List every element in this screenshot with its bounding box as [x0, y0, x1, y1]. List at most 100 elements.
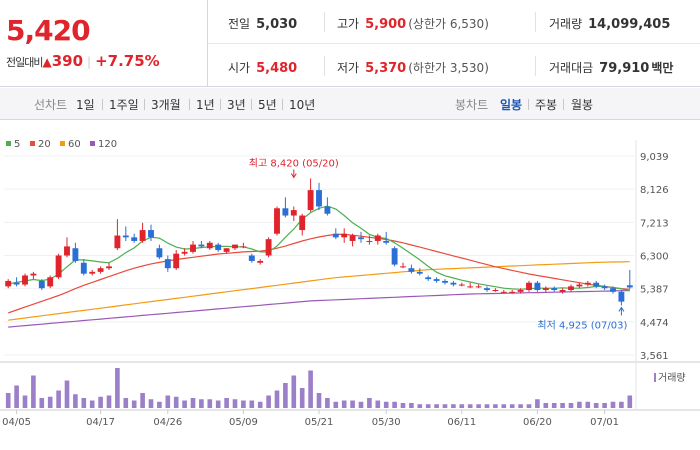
candle-body — [568, 286, 574, 291]
candle-body — [584, 282, 591, 285]
tab-3year[interactable]: 3년 — [227, 98, 246, 112]
candle — [13, 277, 20, 287]
candle — [484, 286, 490, 292]
tab-daily[interactable]: 일봉 — [500, 98, 523, 112]
stat-separator — [535, 12, 536, 32]
tab-3month[interactable]: 3개월 — [151, 98, 181, 112]
candle-body — [106, 266, 112, 269]
candle — [383, 231, 390, 245]
candle-body — [299, 215, 306, 231]
tab-10year[interactable]: 10년 — [289, 98, 316, 112]
change-divider: | — [87, 55, 92, 69]
tab-1week[interactable]: 1주일 — [109, 98, 139, 112]
candle — [601, 284, 608, 291]
stat-value: 5,480 — [256, 61, 298, 76]
volume-bar — [434, 404, 439, 408]
ma5-line — [8, 205, 630, 292]
stat-separator — [535, 56, 536, 76]
volume-bar — [190, 398, 196, 408]
volume-bar — [157, 401, 162, 408]
volume-bar — [31, 375, 36, 408]
volume-bar — [358, 401, 364, 408]
candle-body — [164, 259, 171, 269]
candle-body — [442, 280, 448, 283]
amount-unit: 백만 — [651, 61, 674, 75]
volume-bar — [350, 400, 355, 408]
volume-bar — [274, 390, 280, 408]
y-axis: 9,039 8,126 7,213 6,300 5,387 4,474 3,561 — [640, 152, 669, 362]
volume-bar — [299, 388, 305, 408]
candle-body — [517, 290, 524, 292]
chart-legend: 5 20 60 120 — [6, 139, 117, 150]
candle — [324, 197, 331, 216]
candle — [584, 280, 591, 287]
candle — [106, 262, 112, 271]
candle — [265, 237, 272, 258]
candle-body — [148, 230, 154, 238]
x-tick-label: 06/11 — [447, 417, 476, 428]
candle — [450, 280, 457, 287]
candle — [626, 270, 633, 290]
stat-separator — [324, 56, 325, 76]
candle-body — [349, 235, 356, 241]
volume-bar — [501, 404, 507, 408]
volume-legend-swatch — [654, 373, 656, 382]
candle-body — [55, 255, 62, 278]
tab-separator — [528, 99, 529, 110]
candle — [391, 246, 398, 267]
x-tick-label: 04/05 — [2, 417, 31, 428]
tab-monthly[interactable]: 월봉 — [571, 98, 594, 112]
candle — [534, 280, 541, 292]
candle-body — [290, 210, 297, 216]
candle-body — [358, 237, 364, 240]
volume-bar — [81, 398, 87, 408]
volume-bar — [89, 400, 95, 408]
price-change: 전일대비▲390 | +7.75% — [6, 52, 160, 70]
candle — [408, 264, 415, 274]
stat-amount: 거래대금 79,910 백만 — [549, 59, 673, 76]
tab-1day[interactable]: 1일 — [76, 98, 95, 112]
candle-body — [257, 260, 264, 263]
volume-bar — [325, 398, 330, 408]
candle — [89, 270, 96, 276]
candle-body — [30, 273, 37, 276]
tab-5year[interactable]: 5년 — [258, 98, 277, 112]
ma60-line — [8, 261, 630, 321]
volume-bar — [56, 390, 61, 408]
candle — [156, 244, 163, 260]
x-tick-label: 06/20 — [523, 417, 552, 428]
volume-bar — [476, 404, 481, 408]
stat-high: 고가 5,900 (상한가 6,530) — [337, 15, 489, 32]
volume-bar — [551, 403, 557, 408]
tab-weekly[interactable]: 주봉 — [535, 98, 558, 112]
candle — [416, 268, 423, 276]
stock-chart[interactable]: 5 20 60 120 9,039 8,126 7,213 6,300 5,387 4,474 3… — [0, 120, 700, 450]
candle-body — [13, 282, 20, 285]
candle — [38, 279, 45, 291]
candle-body — [408, 268, 415, 272]
legend-label-120: 120 — [98, 139, 117, 150]
tab-1year[interactable]: 1년 — [196, 98, 215, 112]
candle-body — [475, 286, 482, 288]
stat-prev-close: 전일 5,030 — [228, 15, 297, 32]
y-tick-label: 9,039 — [640, 152, 669, 163]
tab-separator — [282, 99, 283, 110]
candle-body — [206, 242, 213, 249]
moving-average-lines — [8, 205, 630, 328]
volume-bar — [535, 399, 540, 408]
candle-body — [190, 244, 196, 252]
candle — [164, 255, 171, 272]
volume-bar — [383, 401, 389, 408]
candle-body — [173, 253, 180, 269]
current-price: 5,420 — [6, 14, 91, 47]
low-label: 최저 4,925 (07/03) — [537, 319, 627, 331]
high-arrow-head-icon — [290, 173, 297, 179]
candle-body — [500, 291, 507, 293]
candle — [610, 286, 616, 294]
stat-value: 5,370 — [365, 61, 407, 76]
stat-value: 5,030 — [256, 17, 298, 32]
candle-body — [97, 268, 104, 272]
candle — [114, 219, 121, 251]
volume-bar — [585, 401, 591, 408]
candle — [206, 240, 213, 251]
